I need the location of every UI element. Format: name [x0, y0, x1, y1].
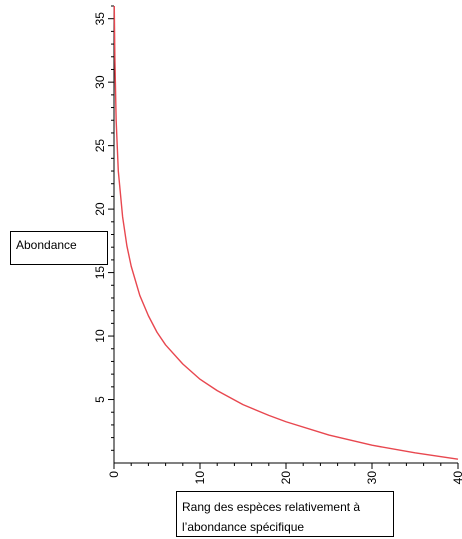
ticks: 0 10 20 30 40 5 10 15 20 25 30 35: [93, 5, 462, 485]
y-tick-label: 30: [93, 75, 107, 89]
y-tick-label: 25: [93, 139, 107, 153]
y-axis-label: Abondance: [10, 231, 108, 265]
y-tick-label: 5: [93, 396, 107, 403]
x-axis-label-line-2: l’abondance spécifique: [182, 520, 305, 534]
y-tick-label: 35: [93, 12, 107, 26]
y-tick-label: 15: [93, 266, 107, 280]
x-tick-label: 30: [365, 471, 379, 485]
x-tick-label: 0: [107, 471, 121, 478]
y-tick-label: 10: [93, 329, 107, 343]
series: [113, 5, 459, 460]
axes: [113, 6, 458, 464]
x-tick-label: 10: [193, 471, 207, 485]
x-tick-label: 20: [279, 471, 293, 485]
x-axis-label-line-1: Rang des espèces relativement à: [182, 500, 361, 514]
x-tick-label: 40: [451, 471, 462, 485]
y-axis-label-text: Abondance: [16, 238, 77, 252]
curve-line: [113, 5, 459, 460]
x-axis-label: Rang des espèces relativement à l’abonda…: [176, 491, 394, 537]
y-tick-label: 20: [93, 202, 107, 216]
